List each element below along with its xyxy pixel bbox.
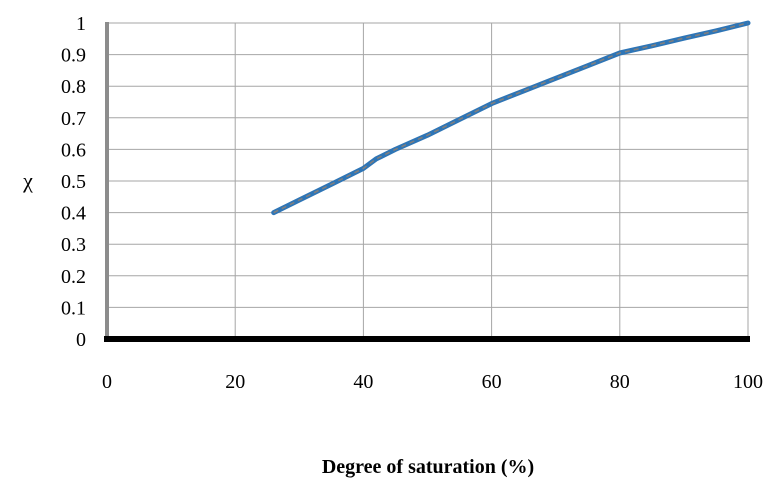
y-axis-label: χ — [22, 168, 33, 193]
y-tick-label: 0.7 — [61, 108, 86, 130]
x-tick-label: 40 — [353, 371, 373, 393]
x-tick-label: 80 — [610, 371, 630, 393]
series — [271, 20, 751, 216]
y-tick-label: 1 — [76, 13, 86, 35]
axes — [104, 22, 750, 342]
y-tick-label: 0.1 — [61, 297, 86, 319]
y-tick-label: 0.8 — [61, 76, 86, 98]
x-tick-label: 0 — [102, 371, 112, 393]
y-tick-labels: 0 0.1 0.2 0.3 0.4 0.5 0.6 0.7 0.8 0.9 1 — [61, 13, 86, 351]
x-tick-label: 20 — [225, 371, 245, 393]
y-tick-label: 0.5 — [61, 171, 86, 193]
y-tick-label: 0.6 — [61, 139, 86, 161]
x-tick-labels: 0 20 40 60 80 100 — [102, 371, 763, 393]
grid — [107, 22, 749, 339]
y-tick-label: 0.4 — [61, 203, 86, 225]
series-line-dash — [273, 22, 749, 214]
x-tick-label: 100 — [733, 371, 763, 393]
y-tick-label: 0.2 — [61, 266, 86, 288]
x-tick-label: 60 — [482, 371, 502, 393]
y-tick-label: 0.3 — [61, 234, 86, 256]
y-tick-label: 0 — [76, 329, 86, 351]
y-tick-label: 0.9 — [61, 45, 86, 67]
x-axis-label: Degree of saturation (%) — [322, 456, 534, 478]
